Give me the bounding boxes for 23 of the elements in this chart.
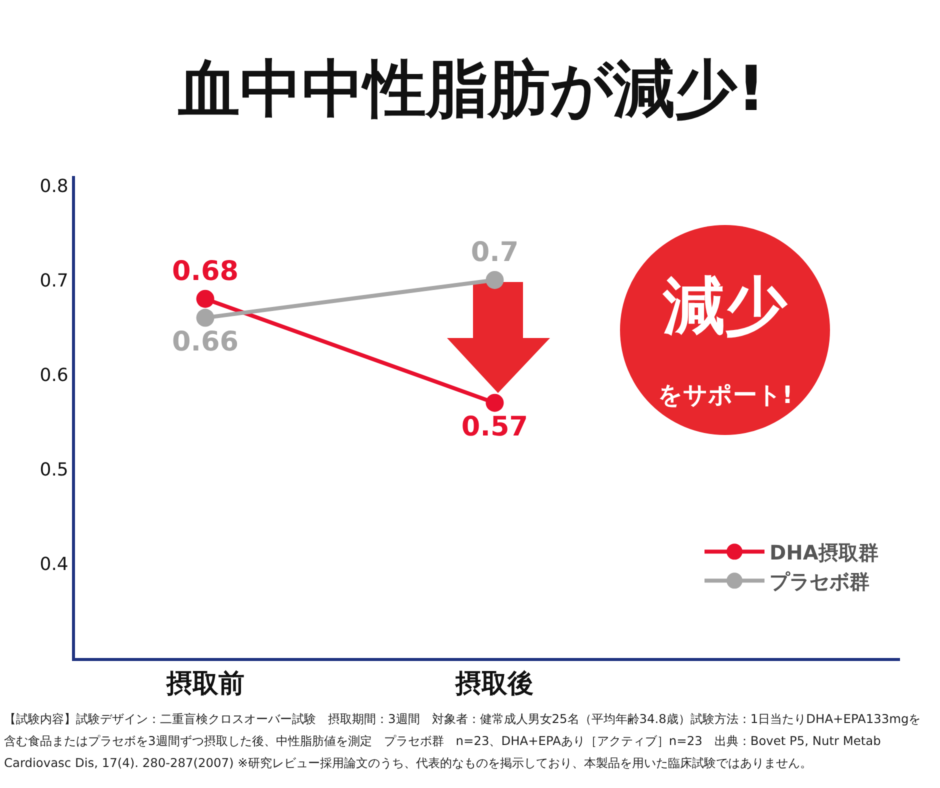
y-tick-label: 0.7	[40, 270, 68, 292]
x-tick-label: 摂取後	[454, 669, 534, 700]
text: Cardiovasc Dis, 17(4). 280-287(2007) ※研究レビュー採用論文のうち、代表的なものを掲示しており、本製品を用いた臨床試験ではありません。	[4, 756, 812, 770]
point	[486, 270, 504, 289]
y-tick-label: 0.6	[40, 364, 68, 386]
legend-label: DHA摂取群	[770, 540, 878, 564]
text: 含む食品またはプラセボを3週間ずつ摂取した後、中性脂肪値を測定 プラセボ群 n=23、DHA+EPAあり［アクティブ］n=23 出典：Bovet P5, Nutr Metab	[4, 734, 882, 748]
y-tick-label: 0.4	[40, 554, 68, 575]
data-label: 0.57	[461, 411, 528, 442]
point	[196, 290, 214, 308]
text: 【試験内容】試験デザイン：二重盲検クロスオーバー試験 摂取期間：3週間 対象者：健常成人男女25名（平均年齢34.8歳）試験方法：1日当たりDHA+EPA133mgを	[4, 712, 921, 726]
point	[486, 394, 504, 412]
data-label: 0.7	[470, 236, 519, 268]
point	[196, 308, 214, 327]
text: 減少	[662, 269, 788, 342]
y-tick-label: 0.5	[40, 459, 68, 480]
chart-title: 血中中性脂肪が減少!	[177, 52, 766, 125]
x-tick-label: 摂取前	[165, 669, 244, 700]
y-tick-label: 0.8	[40, 176, 68, 197]
text: をサポート!	[658, 381, 793, 409]
data-label: 0.66	[172, 326, 239, 358]
data-label: 0.68	[172, 256, 239, 287]
legend-label: プラセボ群	[770, 569, 870, 594]
